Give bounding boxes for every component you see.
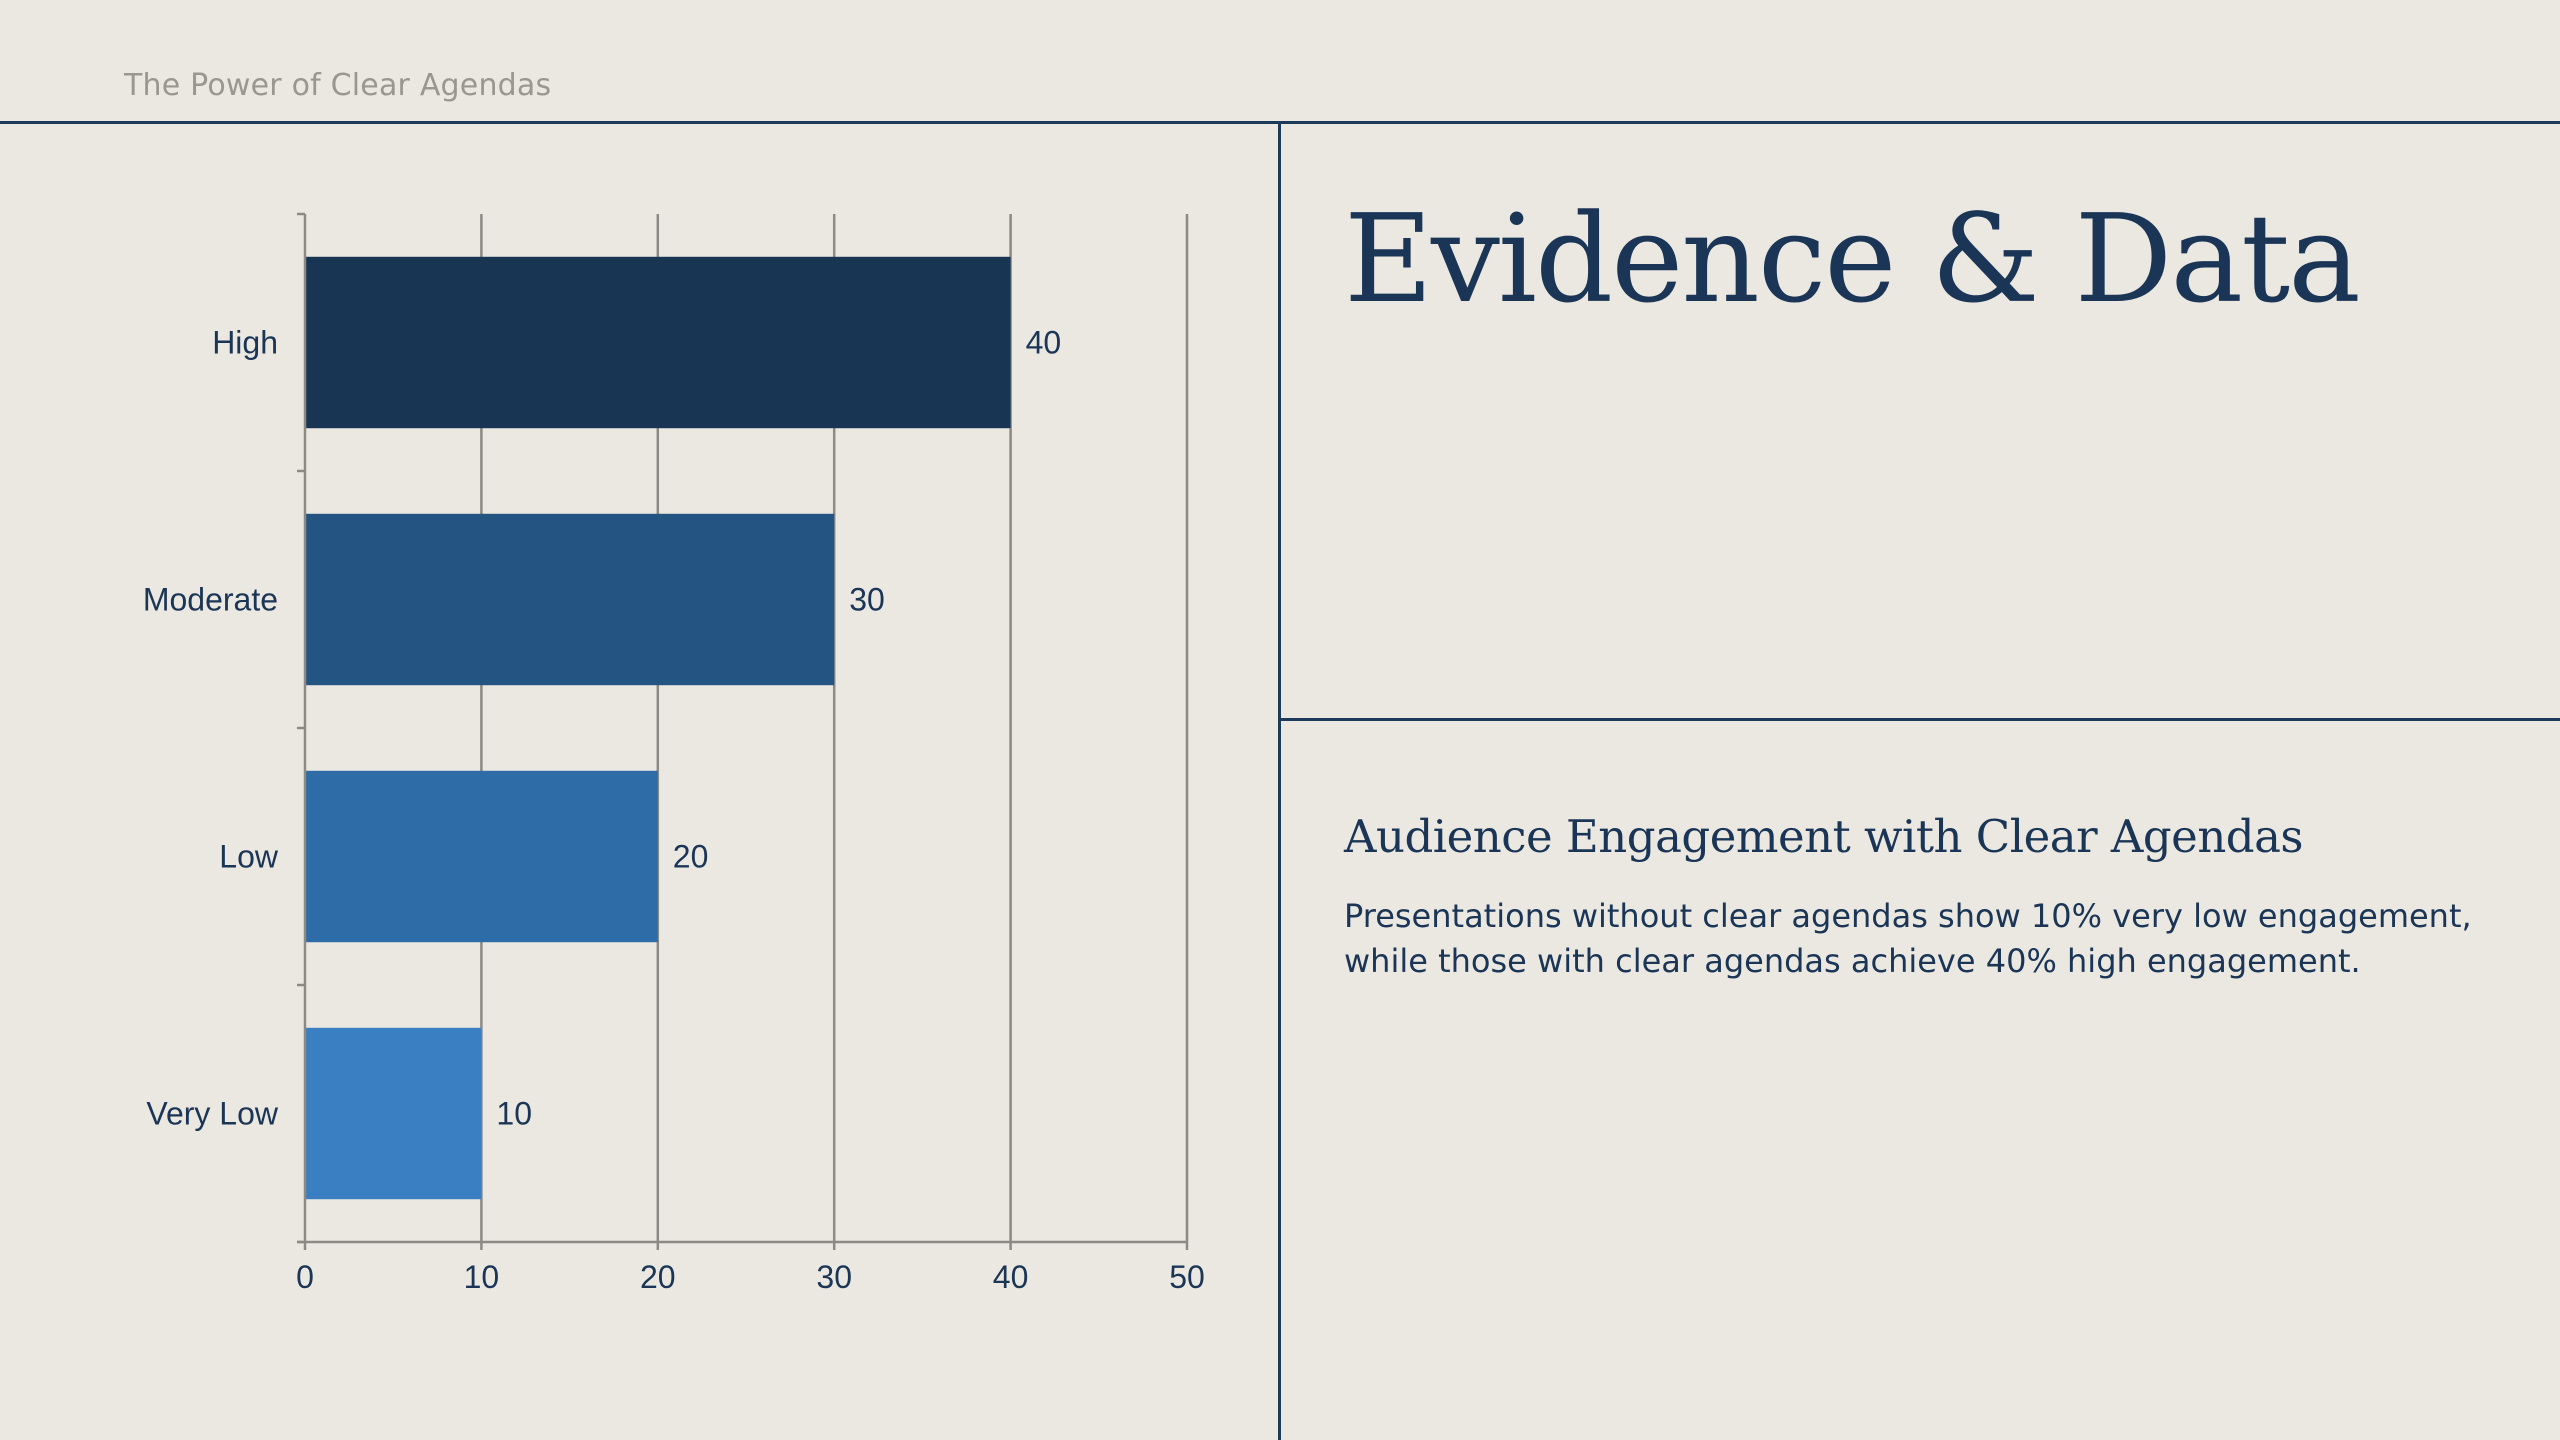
category-label: High — [212, 325, 278, 361]
bar-low — [305, 770, 658, 943]
engagement-bar-chart: High Moderate Low Very Low 40 30 20 10 0 10 20 30 40… — [143, 212, 1205, 1295]
data-label: 10 — [496, 1096, 532, 1132]
data-label: 20 — [673, 839, 709, 875]
chart-description: Presentations without clear agendas show… — [1344, 897, 2472, 980]
bar-moderate — [305, 513, 835, 686]
right-panel-divider — [1278, 718, 2560, 721]
x-tick-label: 10 — [464, 1259, 500, 1295]
category-label: Very Low — [146, 1096, 279, 1132]
x-tick-label: 20 — [640, 1259, 676, 1295]
column-divider — [1278, 121, 1281, 1440]
slide-title: Evidence & Data — [1344, 188, 2361, 330]
data-label: 40 — [1026, 325, 1062, 361]
data-label: 30 — [849, 582, 885, 618]
x-tick-label: 50 — [1169, 1259, 1205, 1295]
slide-header-label: The Power of Clear Agendas — [124, 68, 552, 103]
x-tick-label: 30 — [816, 1259, 852, 1295]
bar-very-low — [305, 1027, 482, 1200]
bar-high — [305, 256, 1011, 429]
category-label: Low — [219, 839, 279, 875]
x-tick-label: 40 — [993, 1259, 1029, 1295]
category-label: Moderate — [143, 582, 278, 618]
x-tick-label: 0 — [296, 1259, 314, 1295]
chart-subheading: Audience Engagement with Clear Agendas — [1344, 810, 2304, 863]
